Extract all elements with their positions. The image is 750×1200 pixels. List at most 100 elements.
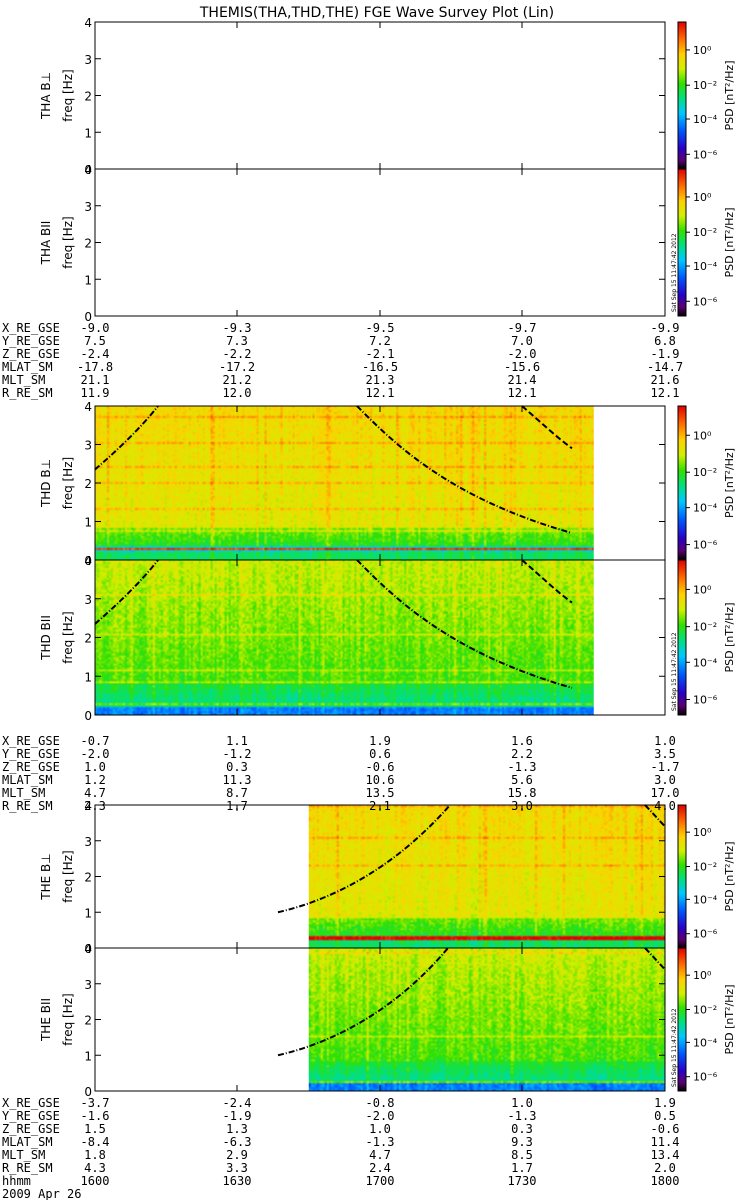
fce-curve bbox=[94, 559, 159, 625]
y-tick-label: 1 bbox=[84, 906, 92, 920]
panel-the-bpar: 0 1 2 3 4 THE BII freq [Hz] bbox=[39, 942, 666, 1099]
ephemeris-value: 2.1 bbox=[369, 799, 391, 813]
x-axis-label: hhmm bbox=[2, 1174, 31, 1188]
ephemeris-row-name: X_RE_GSE bbox=[2, 321, 60, 335]
spectrogram-image bbox=[308, 948, 665, 1091]
timestamp-stamp: Sat Sep 15 11:47:42 2012 bbox=[671, 233, 678, 312]
ephemeris-value: 7.3 bbox=[226, 334, 248, 348]
colorbar-tick-label: 10⁻² bbox=[693, 1003, 717, 1016]
panel-probe-label: THA B⊥ bbox=[39, 72, 53, 120]
y-tick-label: 0 bbox=[84, 554, 92, 568]
panel-frame bbox=[94, 168, 666, 317]
ephemeris-value: 3.3 bbox=[226, 1161, 248, 1175]
y-tick-label: 3 bbox=[84, 978, 92, 992]
fce-curve bbox=[644, 804, 666, 828]
colorbar-tick-label: 10⁻⁴ bbox=[693, 893, 718, 906]
ephemeris-value: -1.9 bbox=[651, 347, 680, 361]
ephemeris-value: 1.7 bbox=[226, 799, 248, 813]
time-axis: hhmm 1600 1630 1700 1730 1800 2009 Apr 26 bbox=[2, 1174, 679, 1200]
ephemeris-value: -2.0 bbox=[81, 747, 110, 761]
ephemeris-value: 0.3 bbox=[511, 1122, 533, 1136]
y-tick-label: 1 bbox=[84, 126, 92, 140]
colorbar-label: PSD [nT²/Hz] bbox=[723, 602, 736, 672]
panel-probe-label: THD B⊥ bbox=[39, 459, 53, 508]
panel-tha-bpar: 0 1 2 3 4 THA BII freq [Hz] bbox=[39, 163, 666, 324]
ephemeris-value: 12.1 bbox=[651, 386, 680, 400]
panel-probe-label: THD BII bbox=[39, 615, 53, 661]
ephemeris-value: -17.8 bbox=[77, 360, 113, 374]
spectrogram-images bbox=[95, 406, 665, 1091]
ephemeris-value: 1.5 bbox=[84, 1122, 106, 1136]
ephemeris-value: -17.2 bbox=[219, 360, 255, 374]
ephemeris-value: 7.2 bbox=[369, 334, 391, 348]
ephemeris-value: 2.0 bbox=[654, 1161, 676, 1175]
ephemeris-value: 15.8 bbox=[508, 786, 537, 800]
ephemeris-value: 13.4 bbox=[651, 1148, 680, 1162]
panel-freq-label: freq [Hz] bbox=[61, 457, 75, 509]
fce-curves bbox=[277, 947, 666, 1057]
ephemeris-value: -9.5 bbox=[366, 321, 395, 335]
colorbar-tick-label: 10⁻² bbox=[693, 860, 717, 873]
ephemeris-value: 0.6 bbox=[369, 747, 391, 761]
date-label: 2009 Apr 26 bbox=[2, 1187, 81, 1200]
ephemeris-row-name: R_RE_SM bbox=[2, 386, 53, 400]
colorbar-tick-label: 10⁻² bbox=[693, 466, 717, 479]
ephemeris-value: -1.2 bbox=[223, 747, 252, 761]
panel-freq-label: freq [Hz] bbox=[61, 216, 75, 268]
colorbar: 10⁰ 10⁻² 10⁻⁴ 10⁻⁶ PSD [nT²/Hz] Sat Sep 15 11… bbox=[671, 947, 736, 1092]
colorbar-label: PSD [nT²/Hz] bbox=[723, 841, 736, 911]
y-tick-label: 4 bbox=[84, 400, 92, 414]
panel-freq-label: freq [Hz] bbox=[61, 993, 75, 1045]
ephemeris-value: 1.1 bbox=[226, 734, 248, 748]
fce-curve bbox=[644, 947, 666, 971]
spectrogram-image bbox=[95, 406, 594, 560]
ephemeris-value: 21.3 bbox=[366, 373, 395, 387]
y-tick-label: 1 bbox=[84, 670, 92, 684]
panel-freq-label: freq [Hz] bbox=[61, 611, 75, 663]
fce-curves bbox=[94, 405, 573, 535]
y-tick-label: 2 bbox=[84, 871, 92, 885]
ephemeris-value: -0.8 bbox=[366, 1096, 395, 1110]
spectrogram-image bbox=[308, 805, 665, 948]
colorbar-strip bbox=[677, 405, 687, 561]
colorbar-label: PSD [nT²/Hz] bbox=[723, 60, 736, 130]
panel-thd-bpar: 0 1 2 3 4 THD BII freq [Hz] bbox=[39, 554, 666, 723]
y-tick-label: 2 bbox=[84, 90, 92, 104]
ephemeris-row-name: Z_RE_GSE bbox=[2, 1122, 60, 1136]
y-tick-label: 3 bbox=[84, 835, 92, 849]
ephemeris-value: -9.3 bbox=[223, 321, 252, 335]
spectrogram-image bbox=[95, 560, 594, 715]
y-tick-label: 2 bbox=[84, 477, 92, 491]
ephemeris-value: -2.0 bbox=[508, 347, 537, 361]
ephemeris-row-name: MLAT_SM bbox=[2, 773, 53, 787]
ephemeris-value: 21.2 bbox=[223, 373, 252, 387]
colorbar-tick-label: 10⁰ bbox=[693, 44, 712, 57]
ephemeris-value: 21.6 bbox=[651, 373, 680, 387]
ephemeris-value: -2.1 bbox=[366, 347, 395, 361]
colorbar-strip bbox=[677, 168, 687, 317]
colorbar-tick-label: 10⁰ bbox=[693, 583, 712, 596]
panel-frame bbox=[94, 21, 666, 170]
panel-the-bperp: 0 1 2 3 4 THE B⊥ freq [Hz] bbox=[39, 799, 666, 956]
ephemeris-row-name: Z_RE_GSE bbox=[2, 760, 60, 774]
colorbar-tick-label: 10⁰ bbox=[693, 429, 712, 442]
plot-panels: 0 1 2 3 4 THA B⊥ freq [Hz] 10⁰ 10⁻² 10⁻⁴ 10⁻⁶ PSD [… bbox=[2, 16, 736, 1200]
colorbar-tick-label: 10⁻⁶ bbox=[693, 148, 718, 161]
ephemeris-value: -1.3 bbox=[366, 1135, 395, 1149]
ephemeris-value: 1.0 bbox=[654, 734, 676, 748]
ephemeris-value: 6.8 bbox=[654, 334, 676, 348]
ephemeris-value: -15.6 bbox=[504, 360, 540, 374]
fce-curve bbox=[277, 804, 451, 914]
ephemeris-value: -0.6 bbox=[366, 760, 395, 774]
ephemeris-value: -2.2 bbox=[223, 347, 252, 361]
ephemeris-row-name: MLAT_SM bbox=[2, 1135, 53, 1149]
ephemeris-value: -9.7 bbox=[508, 321, 537, 335]
colorbar-tick-label: 10⁻⁶ bbox=[693, 694, 718, 707]
y-tick-label: 4 bbox=[84, 942, 92, 956]
y-tick-label: 4 bbox=[84, 799, 92, 813]
ephemeris-value: 1.6 bbox=[511, 734, 533, 748]
fce-curves bbox=[277, 804, 666, 914]
ephemeris-value: 17.0 bbox=[651, 786, 680, 800]
ephemeris-value: 12.1 bbox=[366, 386, 395, 400]
fce-curves bbox=[94, 559, 573, 689]
